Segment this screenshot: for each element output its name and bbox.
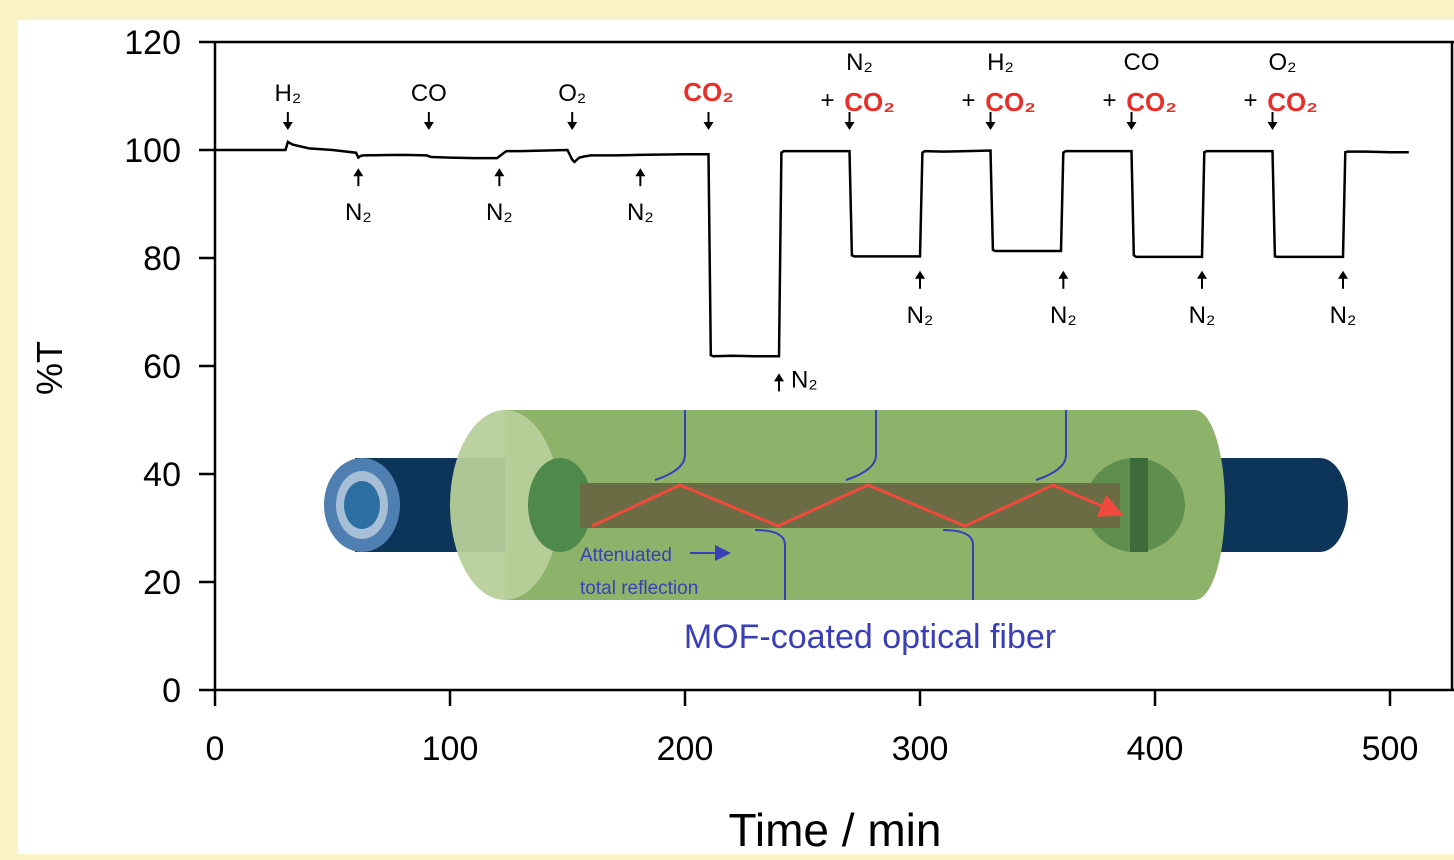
- annotation-arrow-head: [844, 122, 855, 130]
- annotation-gas-label: O₂: [558, 80, 586, 107]
- annotation-arrow-head: [915, 270, 925, 279]
- axes: 0 20 40 60 80 100 120 0 100 200 300 400 500 %T Time…: [29, 24, 1454, 856]
- annotation-gas-label: H₂: [987, 49, 1014, 76]
- annotation-plus: +: [1102, 87, 1116, 114]
- evanescent-wave-5: [942, 529, 974, 600]
- annotation-co2-label: CO₂: [1126, 87, 1177, 117]
- annotation-n2-label: N₂: [486, 199, 513, 226]
- annotation-n2-label: N₂: [1330, 302, 1357, 329]
- annotation-n2-label: N₂: [791, 366, 818, 393]
- x-tick-label: 100: [422, 730, 479, 768]
- evanescent-wave-3: [1035, 410, 1067, 481]
- annotation-co2-label: CO₂: [683, 77, 734, 107]
- annotation-arrow-head: [494, 168, 505, 177]
- left-fiber-core-end: [344, 481, 380, 529]
- series-line: [215, 140, 1409, 358]
- annotation-n2-label: N₂: [627, 199, 654, 226]
- inset-illustration: Attenuated total reflection MOF-coated o…: [324, 410, 1348, 656]
- annotation-n2-label: N₂: [1189, 302, 1216, 329]
- annotation-n2-label: N₂: [345, 199, 372, 226]
- annotation-gas-label: N₂: [846, 49, 873, 76]
- inset-caption: MOF-coated optical fiber: [684, 618, 1056, 656]
- reflection-ray: [591, 483, 1124, 528]
- annotation-arrow-head: [774, 373, 784, 382]
- y-tick-label: 100: [124, 132, 181, 170]
- right-fiber-end: [1292, 458, 1348, 552]
- core-rod: [580, 483, 1120, 528]
- coating-right-end: [1165, 410, 1225, 600]
- annotation-arrow-head: [1338, 270, 1348, 279]
- y-tick-label: 80: [143, 240, 181, 278]
- annotation-arrow-head: [635, 168, 646, 177]
- annotation-arrow-head: [1267, 122, 1278, 130]
- x-tick-label: 400: [1127, 730, 1184, 768]
- annotation-arrow-head: [985, 122, 996, 130]
- annotation-arrow-head: [567, 122, 578, 130]
- annotation-arrow-head: [1197, 270, 1207, 279]
- annotation-arrow-head: [1058, 270, 1069, 279]
- annotation-co2-label: CO₂: [844, 87, 895, 117]
- y-tick-label: 120: [124, 24, 181, 62]
- annotation-n2-label: N₂: [1050, 302, 1077, 329]
- annotation-n2-label: N₂: [907, 302, 934, 329]
- coating-left-end: [450, 410, 560, 600]
- x-tick-label: 0: [206, 730, 225, 768]
- y-tick-label: 20: [143, 564, 181, 602]
- annotation-arrow-head: [353, 168, 364, 177]
- evanescent-wave-4: [754, 529, 786, 600]
- evanescent-wave-2: [845, 410, 877, 481]
- annotation-gas-label: CO: [1124, 49, 1160, 76]
- annotation-gas-label: O₂: [1269, 49, 1297, 76]
- annotation-gas-label: H₂: [275, 80, 302, 107]
- evanescent-wave-1: [654, 410, 686, 481]
- annotation-gas-label: CO: [411, 80, 447, 107]
- annotation-plus: +: [1243, 87, 1257, 114]
- annotation-co2-label: CO₂: [1267, 87, 1318, 117]
- left-core-face: [528, 458, 592, 552]
- annotation-plus: +: [961, 87, 975, 114]
- inset-note-line2: total reflection: [580, 578, 698, 599]
- annotation-arrow-head: [423, 122, 434, 130]
- y-axis-label: %T: [29, 341, 70, 395]
- x-tick-label: 300: [892, 730, 949, 768]
- inset-note-line1: Attenuated: [580, 545, 672, 566]
- annotation-arrow-head: [703, 122, 714, 130]
- y-ticks: 0 20 40 60 80 100 120: [124, 24, 215, 710]
- annotation-co2-label: CO₂: [985, 87, 1036, 117]
- x-tick-label: 200: [657, 730, 714, 768]
- annotation-plus: +: [820, 87, 834, 114]
- series-layer: [215, 140, 1409, 358]
- y-tick-label: 40: [143, 456, 181, 494]
- right-core-face-band: [1130, 458, 1148, 552]
- y-tick-label: 0: [162, 672, 181, 710]
- y-tick-label: 60: [143, 348, 181, 386]
- annotation-arrow-head: [282, 122, 293, 130]
- x-tick-label: 500: [1362, 730, 1419, 768]
- annotations-layer: H₂ CO O₂ CO₂ N₂ + CO₂ H₂ + CO₂ CO + CO₂ O₂ + CO₂ N₂ N₂ N₂ N…: [275, 49, 1357, 393]
- x-ticks: 0 100 200 300 400 500: [206, 690, 1419, 768]
- x-axis-label: Time / min: [729, 804, 942, 856]
- annotation-arrow-head: [1126, 122, 1137, 130]
